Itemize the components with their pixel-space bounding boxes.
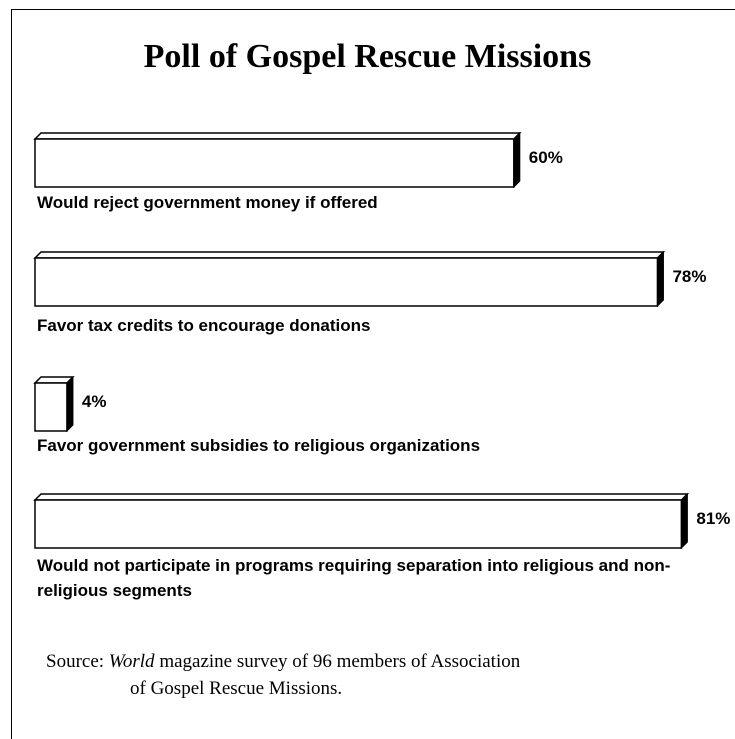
source-prefix: Source: [46,651,105,672]
bar-tax-credits [33,250,666,308]
bar-chart [33,131,690,550]
chart-frame [11,9,735,739]
bar-side-tax-credits [656,250,664,308]
bar-top-not-participate [33,493,690,501]
bar-top-reject-money [33,132,522,140]
source-line1: magazine survey of 96 members of Associa… [159,651,521,672]
value-label-not-participate: 81% [696,509,731,528]
bar-subsidies [33,375,75,433]
category-label-subsidies: Favor government subsidies to religious … [37,436,481,455]
source-note: Source: World magazine survey of 96 memb… [46,648,686,702]
value-label-tax-credits: 78% [672,267,707,286]
value-label-reject-money: 60% [528,148,563,167]
bar-side-subsidies [66,375,74,433]
chart-title: Poll of Gospel Rescue Missions [143,38,592,75]
bar-side-not-participate [680,492,688,550]
bar-front-tax-credits [34,257,659,307]
source-publication: World [108,651,155,672]
bar-front-not-participate [34,499,683,549]
source-line2: of Gospel Rescue Missions. [130,678,343,699]
bar-top-tax-credits [33,251,666,259]
bar-side-reject-money [513,131,521,189]
bar-reject-money [33,131,522,189]
category-label-tax-credits: Favor tax credits to encourage donations [37,316,371,335]
bar-front-subsidies [34,382,68,432]
value-label-subsidies: 4% [81,392,107,411]
bar-front-reject-money [34,138,515,188]
category-label-not-participate: Would not participate in programs requir… [37,556,671,600]
category-label-reject-money: Would reject government money if offered [37,193,378,212]
bar-not-participate [33,492,690,550]
